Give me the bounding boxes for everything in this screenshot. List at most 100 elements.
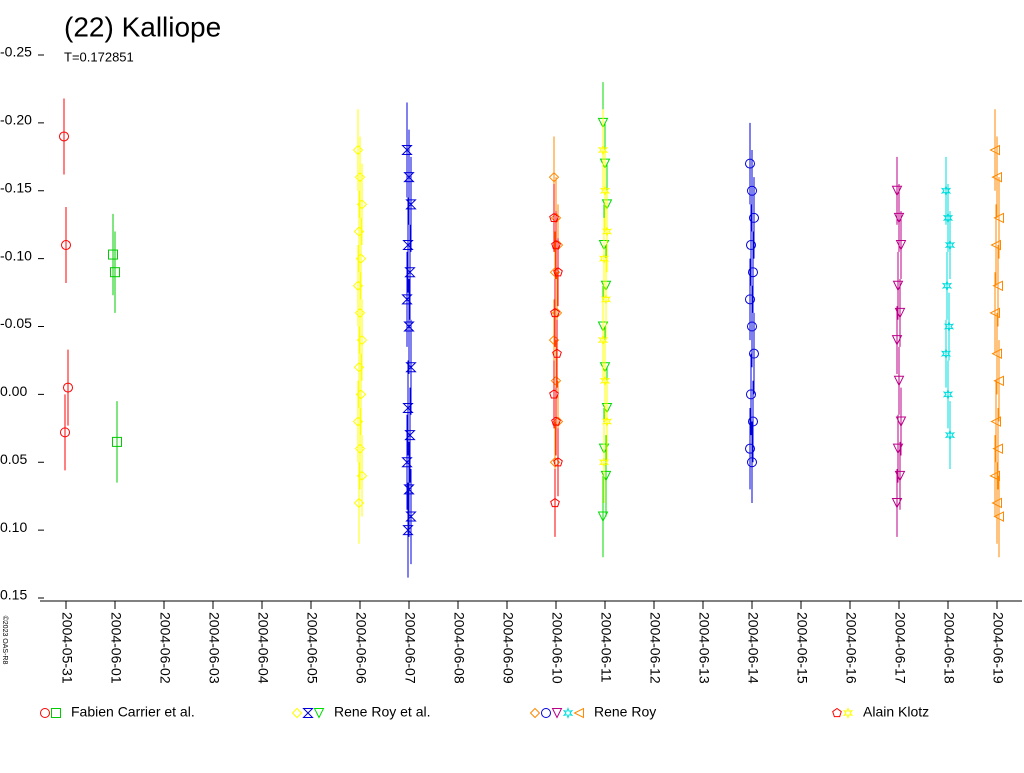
point [550,375,562,387]
x-tick-label: 2004-06-17 [892,612,908,684]
point [991,497,1002,509]
point [598,456,610,469]
point [598,252,610,265]
x-tick-label: 2004-06-07 [402,612,418,684]
point [51,708,61,718]
point [747,457,757,468]
point [891,497,903,509]
point [291,707,303,719]
y-tick-label: -0.20 [0,112,32,128]
point [944,429,956,442]
legend-label: Rene Roy [594,704,656,720]
point [548,171,560,183]
point [745,294,755,305]
y-tick-label: -0.05 [0,315,32,331]
point [597,511,609,523]
point [552,416,564,427]
x-tick-label: 2004-06-01 [108,612,124,684]
point [895,240,907,251]
point [529,707,541,719]
point [63,382,73,393]
point [993,511,1004,522]
point [842,707,854,719]
point [541,708,551,718]
point [354,443,366,454]
point [942,388,954,401]
x-tick-label: 2004-06-04 [255,612,271,684]
point [891,335,903,346]
point [992,443,1003,454]
point [991,171,1002,183]
point [405,199,417,210]
y-tick-label: -0.10 [0,247,32,263]
point [551,708,563,719]
point [940,184,952,197]
x-tick-label: 2004-06-10 [549,612,565,684]
point [354,307,366,319]
point [40,708,50,718]
point [745,443,755,454]
point [352,416,364,427]
y-tick-label: 0.10 [0,519,27,535]
point [993,212,1004,224]
x-tick-label: 2004-06-12 [647,612,663,684]
point [573,707,584,719]
legend-label: Rene Roy et al. [334,704,431,720]
point [993,375,1004,387]
chart-title: (22) Kalliope [64,11,221,42]
point [404,430,416,441]
point [601,225,613,238]
point [549,389,559,399]
point [941,279,953,292]
x-tick-label: 2004-06-03 [206,612,222,684]
point [894,470,906,482]
y-tick-label: 0.05 [0,451,27,467]
point [354,171,366,183]
y-tick-label: -0.15 [0,179,32,195]
point [551,239,561,250]
point [748,416,758,427]
x-tick-label: 2004-06-09 [500,612,516,684]
point [553,457,563,467]
copyright: ©2023 OAS-R8 [1,616,9,665]
point [599,374,611,387]
point [550,497,560,508]
point [990,416,1001,427]
point [61,240,71,251]
point [562,707,574,719]
point [895,416,907,428]
point [990,239,1001,251]
x-tick-label: 2004-06-13 [696,612,712,684]
point [749,348,759,359]
point [302,708,314,718]
point [353,362,365,373]
point [989,144,1000,156]
point [991,348,1002,359]
point [597,144,609,156]
point [749,212,759,223]
point [746,240,756,251]
x-tick-label: 2004-06-14 [745,612,761,684]
point [405,511,417,522]
point [747,321,757,332]
point [110,267,120,278]
point [108,249,118,260]
point [552,348,562,358]
y-tick-label: 0.00 [0,383,27,399]
point [745,158,755,169]
point [352,144,364,156]
point [893,375,905,387]
point [989,307,1000,319]
point [942,211,954,224]
point [402,525,414,536]
point [894,307,906,319]
y-tick-label: 0.15 [0,587,27,603]
point [746,389,756,400]
point [404,267,416,278]
x-tick-label: 2004-06-18 [941,612,957,684]
x-tick-label: 2004-06-16 [843,612,859,684]
x-tick-label: 2004-06-19 [990,612,1006,684]
point [601,415,613,428]
x-tick-label: 2004-06-06 [353,612,369,684]
